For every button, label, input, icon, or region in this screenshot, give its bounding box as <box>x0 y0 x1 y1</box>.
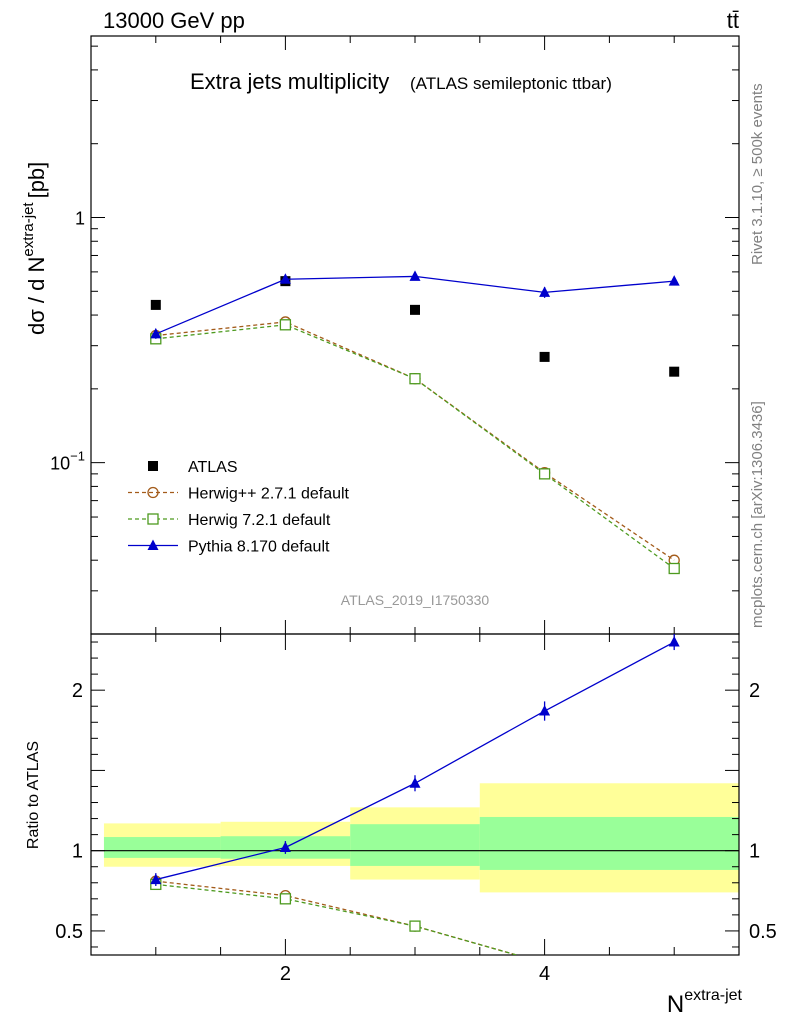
legend-marker-2 <box>147 513 159 525</box>
main-point-3-1 <box>279 273 291 284</box>
main-ylabel-group: dσ / d Nextra-jet[pb] <box>20 162 49 335</box>
legend-label-2: Herwig 7.2.1 default <box>188 512 331 529</box>
main-series-group <box>150 270 680 575</box>
main-point-2-1 <box>279 319 292 331</box>
ratio-point-2-0 <box>150 873 162 885</box>
ratio-ytick-label: 0.5 <box>55 921 83 943</box>
main-point-2-2 <box>409 373 421 385</box>
main-panel: 1 10−1 Extra jets multiplicity (ATLAS sem… <box>20 35 740 635</box>
mcplots-label: mcplots.cern.ch [arXiv:1306.3436] <box>749 401 766 628</box>
main-point-2-3 <box>538 468 551 480</box>
main-point-2-4 <box>668 562 680 575</box>
main-ytick-label: 1 <box>75 208 85 228</box>
ratio-point-1-2 <box>409 920 421 932</box>
ratio-point-1-4 <box>669 980 679 990</box>
legend-marker-1 <box>147 486 159 499</box>
main-ylabel: dσ / d Nextra-jet[pb] <box>20 162 49 335</box>
ratio-point-2-3 <box>539 705 551 716</box>
chart-subtitle: (ATLAS semileptonic ttbar) <box>410 74 612 93</box>
legend-label-3: Pythia 8.170 default <box>188 539 330 556</box>
ratio-xtick-label: 2 <box>280 963 291 985</box>
ratio-ytick-label: 2 <box>72 680 83 702</box>
ratio-point-0-4 <box>669 979 679 989</box>
main-ytick-label: 10−1 <box>50 449 85 474</box>
main-series-line-1 <box>155 321 675 561</box>
ratio-band-inner-0 <box>103 837 221 858</box>
legend-label-1: Herwig++ 2.7.1 default <box>188 486 350 503</box>
ratio-series-line-0 <box>155 880 519 955</box>
main-point-0-2 <box>410 304 420 315</box>
legend-marker-3 <box>147 539 159 550</box>
ratio-series-line-1 <box>155 883 519 955</box>
legend: ATLAS Herwig++ 2.7.1 default Herwig 7.2.1 … <box>128 459 350 556</box>
legend-label-0: ATLAS <box>188 459 238 476</box>
analysis-watermark: ATLAS_2019_I1750330 <box>341 592 490 608</box>
energy-label: 13000 GeV pp <box>103 8 245 33</box>
ratio-ytick-label-right: 1 <box>749 841 760 863</box>
main-point-3-4 <box>668 275 680 286</box>
ratio-xtick-label: 4 <box>539 963 550 985</box>
ratio-ytick-label: 1 <box>72 841 83 863</box>
main-point-3-3 <box>539 286 551 297</box>
ratio-xlabel: Nextra-jet <box>667 987 743 1018</box>
main-point-3-0 <box>150 327 162 339</box>
main-axis-ticks: 1 10−1 <box>50 36 739 635</box>
ratio-point-1-1 <box>279 893 292 905</box>
ratio-band-inner-3 <box>479 816 739 870</box>
ratio-point-2-1 <box>279 841 291 852</box>
ratio-ylabel: Ratio to ATLAS <box>25 741 42 849</box>
main-point-3-2 <box>409 270 421 281</box>
ratio-band-inner-2 <box>350 824 480 866</box>
rivet-version-label: Rivet 3.1.10, ≥ 500k events <box>749 83 766 265</box>
ratio-series-group <box>150 634 680 990</box>
main-point-0-0 <box>150 299 161 310</box>
ratio-point-2-4 <box>668 636 680 647</box>
ratio-ytick-label-right: 0.5 <box>749 921 777 943</box>
process-label: tt̄ <box>727 8 739 33</box>
ratio-ytick-label-right: 2 <box>749 680 760 702</box>
main-series-line-2 <box>155 324 675 570</box>
ratio-bands <box>91 783 739 893</box>
main-point-0-3 <box>539 351 550 362</box>
ratio-point-2-2 <box>409 777 421 788</box>
ratio-panel: 0.5 0.5 1 1 2 2 2 4 Ratio to ATLAS Nextra-jet <box>25 633 777 1018</box>
main-point-0-4 <box>669 366 680 377</box>
legend-marker-0 <box>148 461 158 471</box>
chart-title: Extra jets multiplicity <box>190 69 389 94</box>
